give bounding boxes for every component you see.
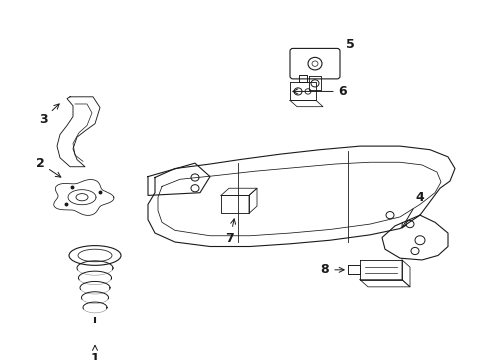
Text: 4: 4 — [401, 191, 424, 228]
Text: 6: 6 — [292, 85, 346, 98]
Text: 2: 2 — [36, 157, 61, 177]
Text: 3: 3 — [39, 104, 59, 126]
Text: 1: 1 — [90, 345, 99, 360]
Text: 8: 8 — [320, 263, 344, 276]
Text: 7: 7 — [225, 219, 235, 245]
Text: 5: 5 — [345, 38, 354, 51]
